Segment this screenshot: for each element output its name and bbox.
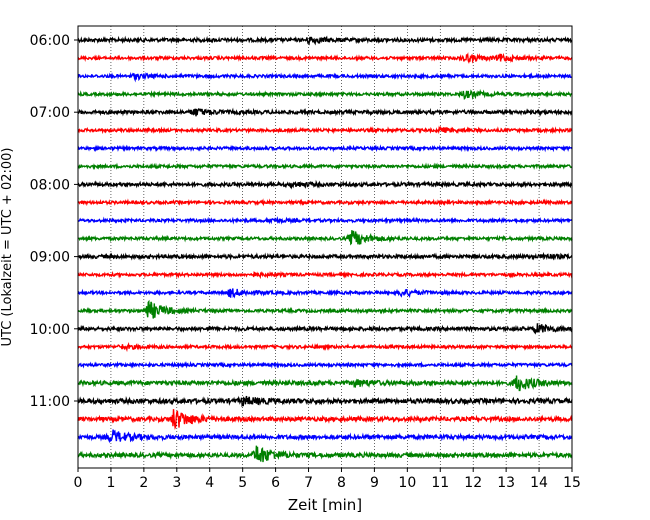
x-tick-label: 13: [497, 475, 515, 491]
seismogram-trace: [77, 198, 573, 207]
seismogram-trace: [77, 299, 573, 319]
seismogram-trace: [77, 88, 573, 101]
y-tick-label: 11:00: [30, 394, 70, 410]
seismogram-trace: [77, 342, 573, 353]
x-tick-label: 9: [370, 475, 379, 491]
y-tick-label: 08:00: [30, 177, 70, 193]
y-tick-label: 06:00: [30, 33, 70, 49]
y-tick-label: 07:00: [30, 105, 70, 121]
x-tick-label: 1: [106, 475, 115, 491]
seismogram-trace: [77, 35, 573, 46]
x-tick-label: 10: [398, 475, 416, 491]
y-tick-label: 10:00: [30, 322, 70, 338]
x-axis-label: Zeit [min]: [288, 496, 362, 514]
x-tick-label: 11: [431, 475, 449, 491]
seismogram-trace: [77, 230, 573, 246]
x-tick-label: 7: [304, 475, 313, 491]
seismogram-trace: [77, 429, 573, 444]
x-axis-ticks: 0 1 2 3 4 5 6 7 8 9 10 11 12 13 14 15: [74, 468, 581, 491]
plot-frame: [77, 25, 573, 469]
seismogram-trace: [77, 125, 573, 135]
x-tick-label: 8: [337, 475, 346, 491]
x-tick-label: 2: [139, 475, 148, 491]
x-tick-label: 4: [205, 475, 214, 491]
x-tick-label: 15: [563, 475, 581, 491]
x-tick-label: 0: [74, 475, 83, 491]
x-tick-label: 12: [464, 475, 482, 491]
x-tick-label: 3: [172, 475, 181, 491]
y-axis-ticks: 06:00 07:00 08:00 09:00 10:00 11:00: [30, 33, 78, 410]
seismogram-trace: [77, 107, 573, 117]
seismogram-trace: [77, 179, 573, 190]
seismogram-traces: [77, 35, 573, 463]
seismogram-trace: [77, 144, 573, 153]
seismogram-trace: [77, 395, 573, 408]
y-axis-label: UTC (Lokalzeit = UTC + 02:00): [0, 148, 15, 347]
seismogram-trace: [77, 288, 573, 299]
seismogram-trace: [77, 216, 573, 225]
y-tick-label: 09:00: [30, 250, 70, 266]
x-tick-label: 14: [530, 475, 548, 491]
seismogram-trace: [77, 445, 573, 463]
seismogram-trace: [77, 270, 573, 280]
seismogram-trace: [77, 251, 573, 261]
seismogram-trace: [77, 52, 573, 64]
plot-area-background: [78, 26, 572, 468]
x-tick-label: 5: [238, 475, 247, 491]
seismogram-trace: [77, 409, 573, 430]
seismogram-trace: [77, 323, 573, 335]
seismogram-trace: [77, 162, 573, 171]
seismogram-trace: [77, 71, 573, 83]
seismogram-trace: [77, 360, 573, 369]
seismogram-trace: [77, 375, 573, 392]
x-tick-label: 6: [271, 475, 280, 491]
